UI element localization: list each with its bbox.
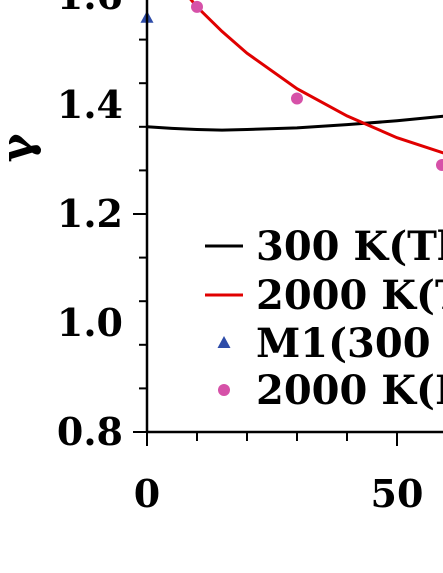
y-tick-label: 1.0 bbox=[57, 300, 123, 345]
y-tick-label: 1.2 bbox=[57, 191, 123, 236]
data-point-circle bbox=[436, 158, 443, 171]
y-tick-label: 1.4 bbox=[57, 82, 123, 127]
legend-label: M1(300 K bbox=[256, 320, 443, 367]
legend-label: 300 K(Th bbox=[256, 223, 443, 270]
legend: 300 K(Th2000 K(TM1(300 K2000 K(L bbox=[205, 223, 443, 414]
legend-circle-swatch bbox=[218, 384, 230, 396]
data-point-circle bbox=[191, 0, 203, 13]
axes: 0.8 1.0 1.2 1.4 1.6 0 50 bbox=[57, 0, 443, 516]
markers-layer bbox=[140, 0, 443, 171]
x-tick-label: 50 bbox=[371, 471, 424, 516]
data-point-circle bbox=[291, 92, 303, 105]
x-tick-label: 0 bbox=[134, 471, 160, 516]
lines-layer bbox=[146, 0, 443, 155]
legend-triangle-swatch bbox=[217, 336, 231, 348]
legend-label: 2000 K(L bbox=[256, 367, 443, 414]
plot-area bbox=[140, 0, 443, 171]
legend-label: 2000 K(T bbox=[256, 272, 443, 319]
series-line-1 bbox=[189, 0, 443, 155]
y-axis-label: γ bbox=[0, 133, 43, 163]
y-tick-label: 1.6 bbox=[57, 0, 123, 18]
series-line-0 bbox=[146, 114, 443, 132]
y-tick-label: 0.8 bbox=[57, 409, 123, 454]
